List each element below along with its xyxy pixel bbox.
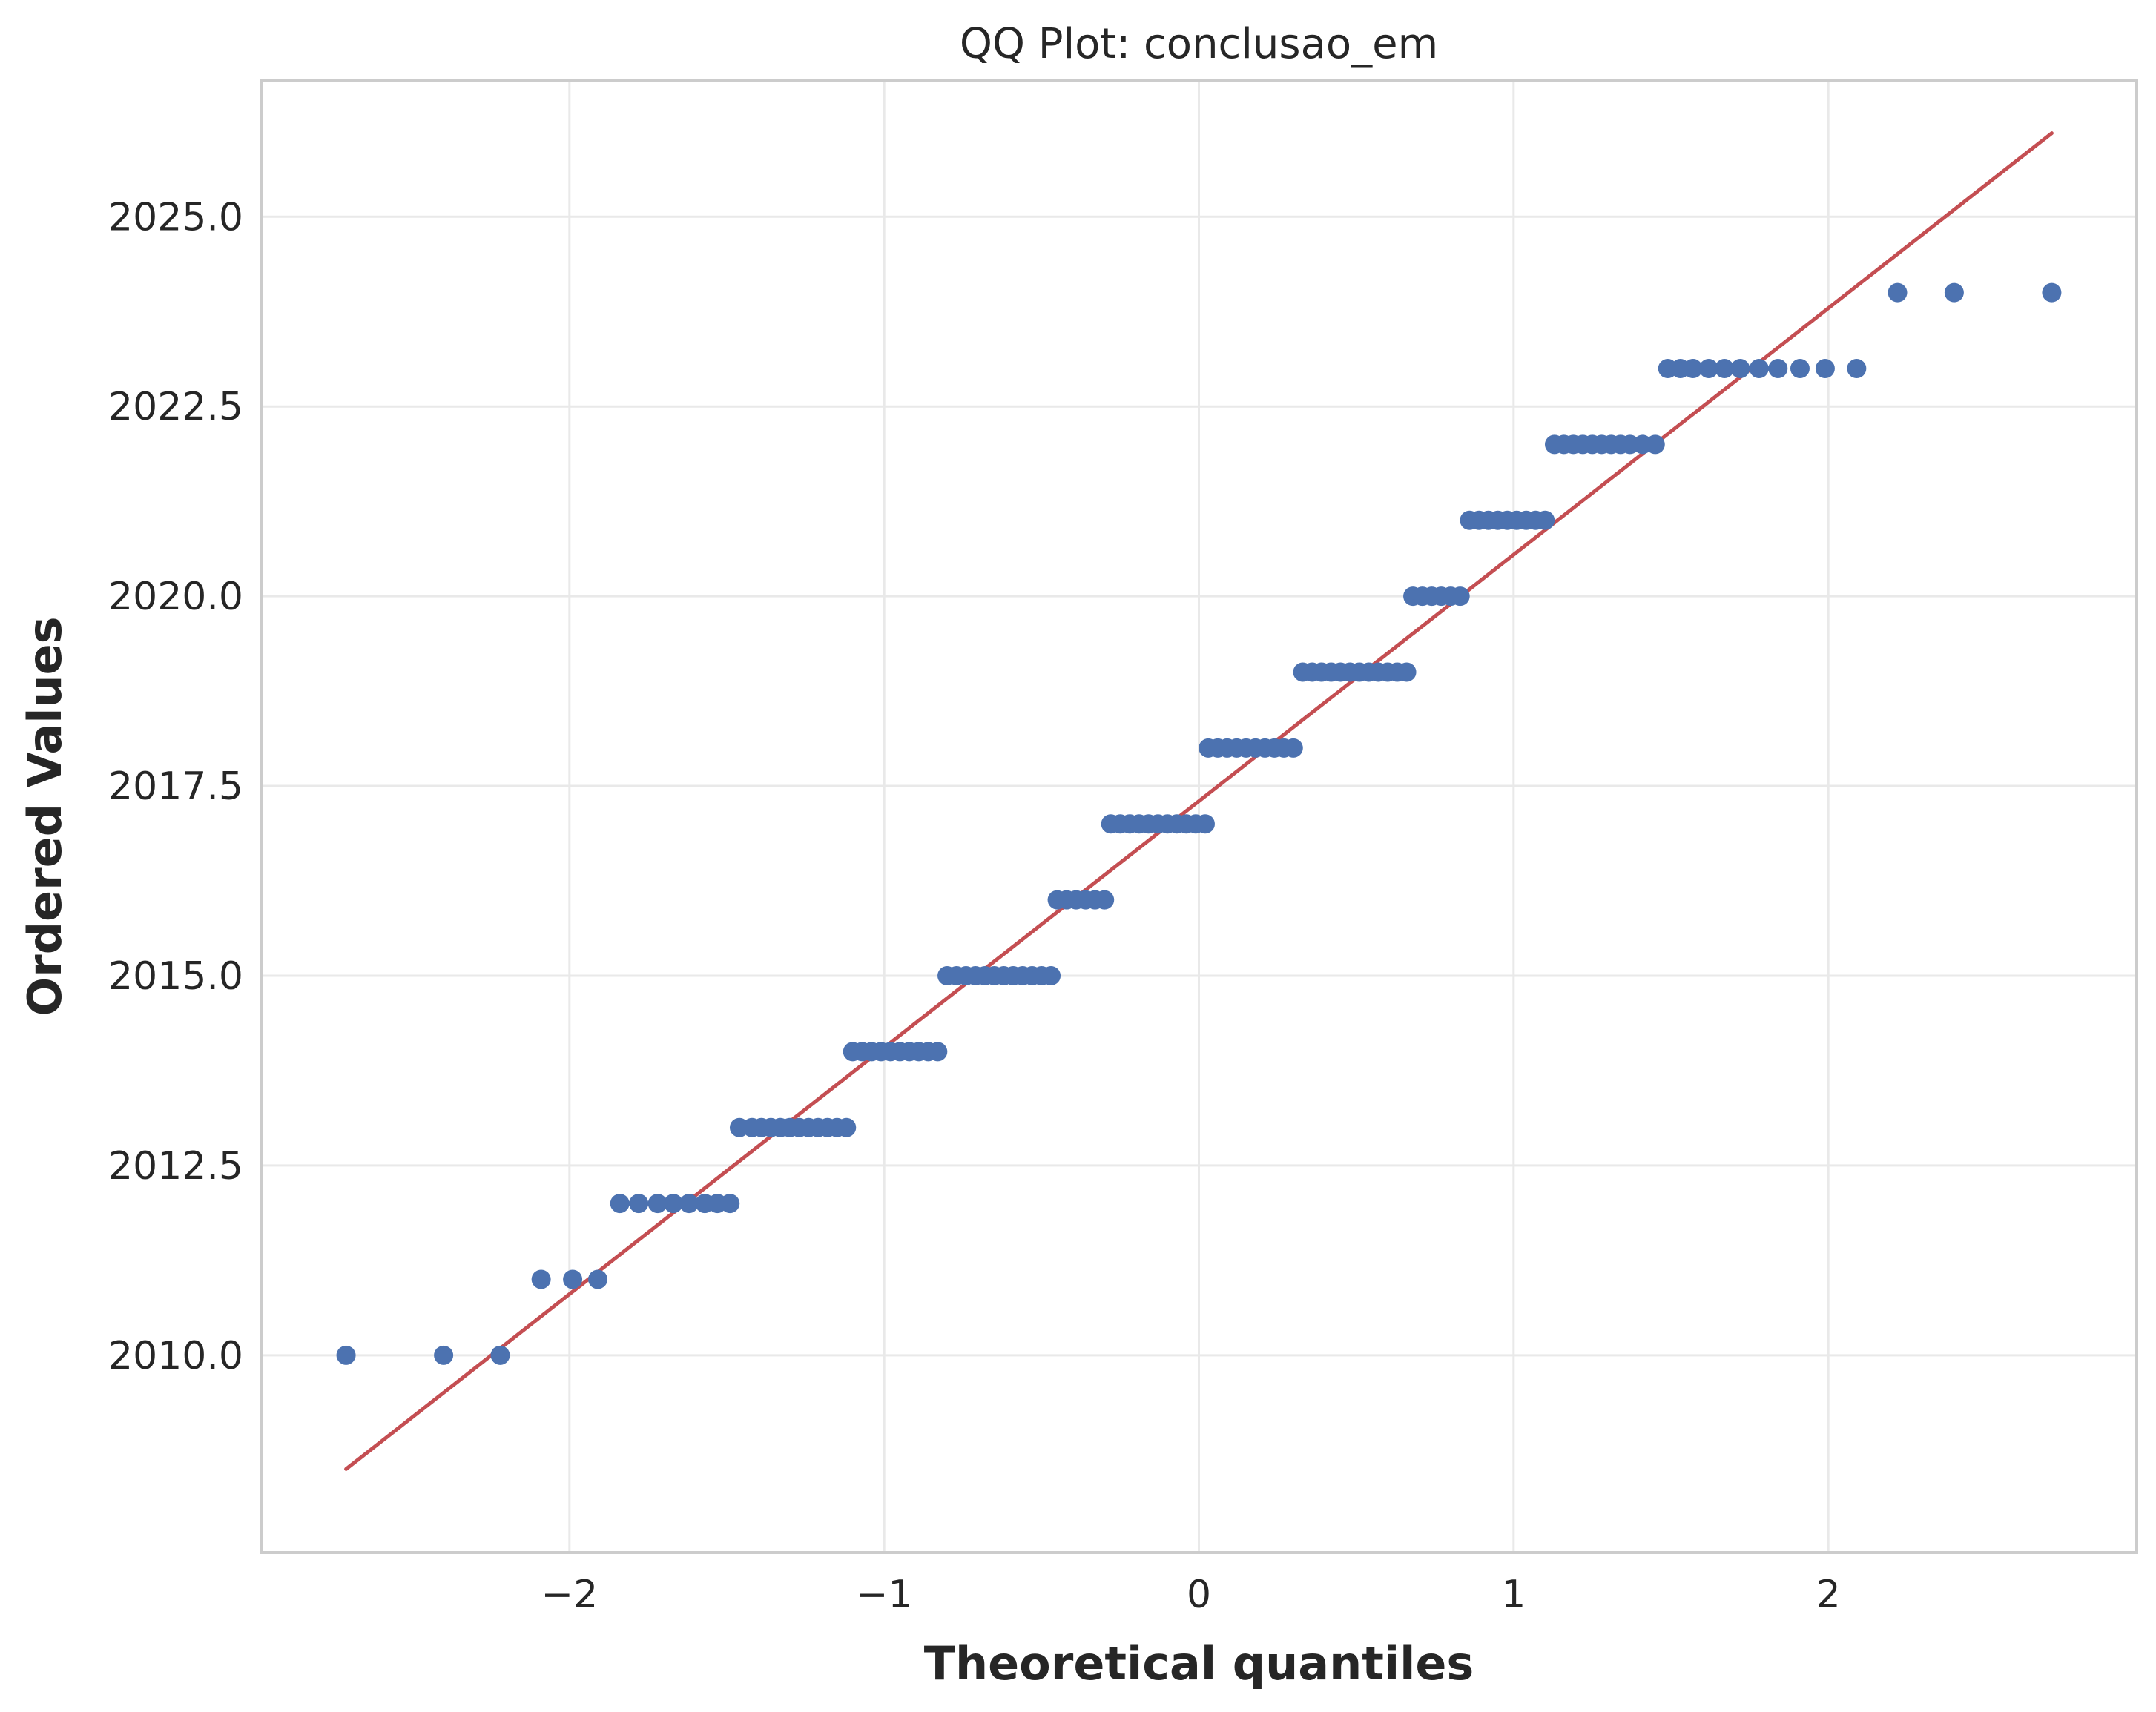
data-point bbox=[679, 1194, 699, 1214]
data-point bbox=[1768, 359, 1788, 379]
grid bbox=[261, 80, 2137, 1553]
x-tick-label: −2 bbox=[541, 1573, 599, 1617]
y-tick-label: 2022.5 bbox=[108, 385, 243, 429]
data-points bbox=[336, 282, 2062, 1365]
data-point bbox=[490, 1345, 510, 1365]
x-tick-label: 2 bbox=[1816, 1573, 1841, 1617]
data-point bbox=[837, 1117, 857, 1137]
data-point bbox=[531, 1269, 551, 1289]
data-point bbox=[1095, 890, 1115, 910]
y-axis-label: Ordered Values bbox=[18, 616, 72, 1016]
plot-frame bbox=[260, 79, 2138, 1554]
data-point bbox=[1888, 282, 1908, 303]
data-point bbox=[1683, 359, 1703, 379]
x-tick-label: 0 bbox=[1187, 1573, 1211, 1617]
data-point bbox=[336, 1345, 356, 1365]
data-point bbox=[610, 1194, 630, 1214]
y-tick-label: 2015.0 bbox=[108, 954, 243, 999]
data-point bbox=[563, 1269, 583, 1289]
data-point bbox=[1698, 359, 1718, 379]
data-point bbox=[434, 1345, 454, 1365]
data-point bbox=[1815, 359, 1835, 379]
fit-line bbox=[344, 131, 2054, 1471]
data-point bbox=[588, 1269, 608, 1289]
data-point bbox=[1283, 738, 1303, 758]
data-point bbox=[1535, 510, 1555, 530]
data-point bbox=[720, 1194, 740, 1214]
data-point bbox=[629, 1194, 649, 1214]
x-tick-label: 1 bbox=[1501, 1573, 1526, 1617]
data-point bbox=[2042, 282, 2062, 303]
chart-title: QQ Plot: conclusao_em bbox=[960, 20, 1438, 68]
y-tick-label: 2025.0 bbox=[108, 195, 243, 239]
data-point bbox=[1450, 586, 1470, 607]
data-point bbox=[1790, 359, 1810, 379]
x-tick-label: −1 bbox=[856, 1573, 913, 1617]
data-point bbox=[928, 1042, 948, 1062]
data-point bbox=[1397, 662, 1417, 682]
data-point bbox=[663, 1194, 683, 1214]
x-axis-label: Theoretical quantiles bbox=[924, 1636, 1474, 1690]
y-tick-label: 2010.0 bbox=[108, 1334, 243, 1378]
data-point bbox=[1944, 282, 1964, 303]
data-point bbox=[1730, 359, 1750, 379]
y-tick-label: 2012.5 bbox=[108, 1144, 243, 1189]
data-point bbox=[1041, 965, 1061, 985]
data-point bbox=[1847, 359, 1867, 379]
data-point bbox=[1645, 434, 1665, 455]
y-tick-label: 2020.0 bbox=[108, 575, 243, 619]
x-tick-labels: −2 −1 0 1 2 bbox=[541, 1573, 1841, 1617]
y-tick-labels: 2010.0 2012.5 2015.0 2017.5 2020.0 2022.5 2025… bbox=[108, 195, 243, 1378]
data-point bbox=[647, 1194, 667, 1214]
data-point bbox=[1749, 359, 1769, 379]
fit-line-layer bbox=[344, 131, 2054, 1471]
data-point bbox=[1195, 814, 1215, 834]
y-tick-label: 2017.5 bbox=[108, 764, 243, 809]
data-point bbox=[1715, 359, 1735, 379]
